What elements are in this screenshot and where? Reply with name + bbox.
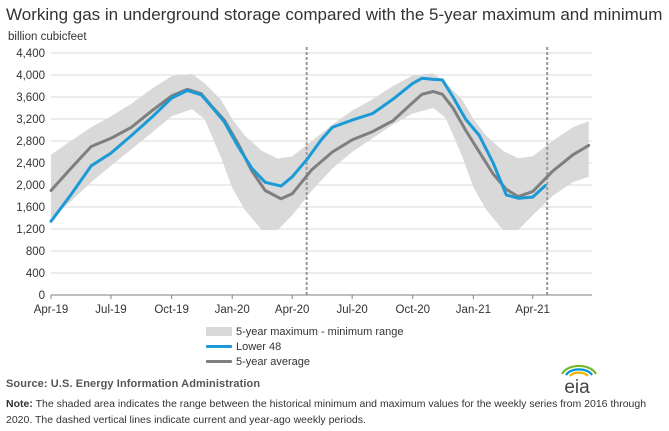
source-line: Source: U.S. Energy Information Administ… [6, 378, 261, 390]
x-tick-label: Jan-21 [456, 304, 491, 316]
x-tick-label: Apr-20 [275, 304, 310, 316]
legend-swatch-band [206, 327, 232, 336]
y-tick-label: 1,600 [16, 202, 45, 214]
lower48-line [49, 76, 547, 223]
chart-svg: 0 400 800 1,200 1,600 2,000 2,400 2,800 3,200 3,6… [16, 47, 592, 316]
y-tick-label: 2,000 [16, 180, 45, 192]
y-tick-label: 2,400 [16, 158, 45, 170]
x-tick-label: Oct-19 [154, 304, 189, 316]
y-tick-label: 4,000 [16, 70, 45, 82]
y-tick-label: 2,800 [16, 136, 45, 148]
y-tick-label: 3,600 [16, 92, 45, 104]
x-tick-label: Apr-19 [34, 304, 69, 316]
legend-label-lower48: Lower 48 [236, 340, 282, 353]
y-tick-label: 1,200 [16, 224, 45, 236]
legend-swatch-lower48 [206, 345, 232, 348]
legend-label-band: 5-year maximum - minimum range [236, 325, 404, 338]
x-tick-label: Jul-20 [336, 304, 367, 316]
y-axis-units-label: billion cubicfeet [8, 31, 87, 43]
chart-title: Working gas in underground storage compa… [6, 5, 663, 24]
x-tick-label: Oct-20 [396, 304, 431, 316]
legend-item-lower48: Lower 48 [206, 339, 403, 354]
legend-label-average: 5-year average [236, 355, 310, 368]
legend-swatch-average [206, 360, 232, 363]
y-tick-label: 3,200 [16, 114, 45, 126]
note: Note: The shaded area indicates the rang… [6, 396, 656, 428]
x-tick-label: Jan-20 [215, 304, 250, 316]
note-label: Note: [6, 398, 33, 410]
legend: 5-year maximum - minimum range Lower 48 … [206, 324, 403, 369]
y-tick-label: 400 [26, 268, 45, 280]
note-text: The shaded area indicates the range betw… [6, 398, 647, 426]
y-tick-label: 0 [39, 290, 45, 302]
legend-item-band: 5-year maximum - minimum range [206, 324, 403, 339]
y-tick-label: 800 [26, 246, 45, 258]
y-tick-label: 4,400 [16, 48, 45, 60]
x-tick-label: Apr-21 [515, 304, 550, 316]
legend-item-average: 5-year average [206, 354, 403, 369]
x-tick-label: Jul-19 [95, 304, 126, 316]
eia-logo-text: eia [564, 377, 590, 398]
five-year-average-line [49, 87, 591, 201]
eia-logo: eia [561, 364, 597, 398]
